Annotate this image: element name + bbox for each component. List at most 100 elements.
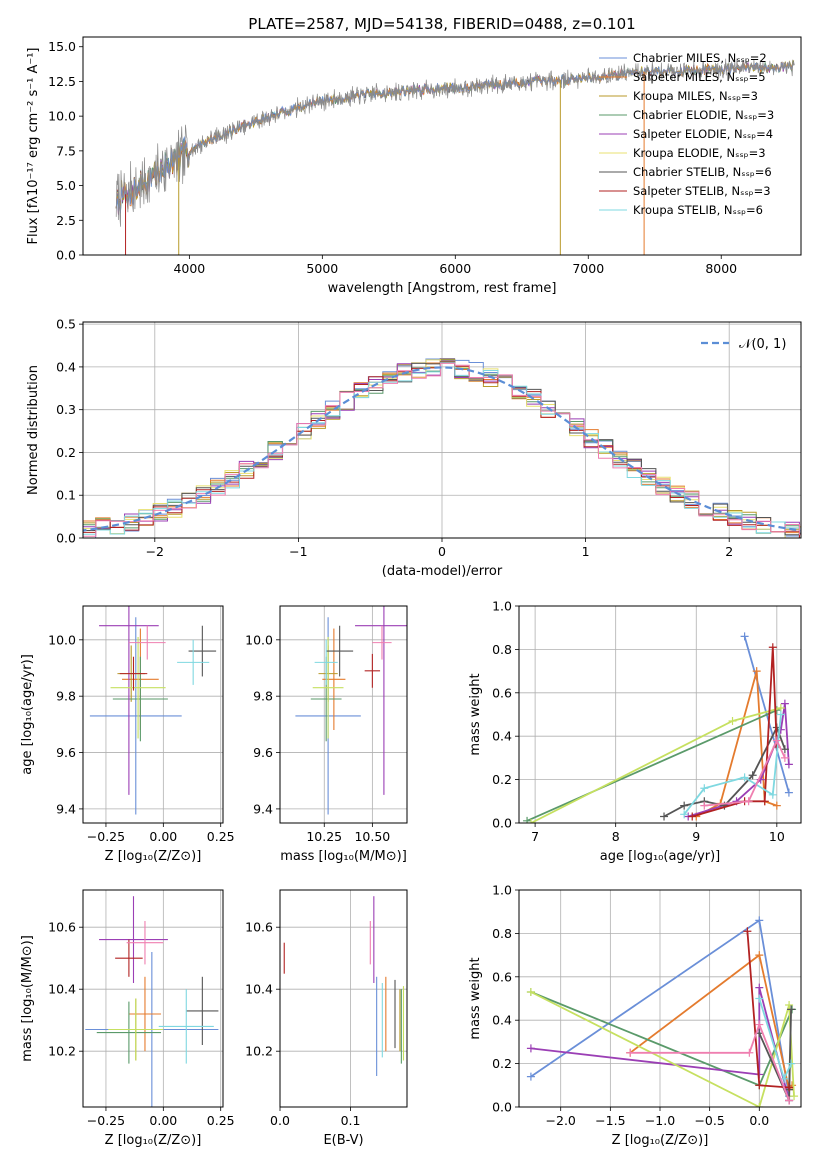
mass-weight-vs-Z-frame bbox=[518, 889, 802, 1108]
spectrum-ytick-label: 7.5 bbox=[56, 143, 76, 158]
mass-weight-vs-Z-series-line bbox=[758, 1009, 792, 1101]
spectrum-ytick-label: 10.0 bbox=[48, 109, 76, 124]
mass-vs-Z-ytick-label: 10.4 bbox=[48, 982, 76, 997]
age-vs-mass-plot-area bbox=[295, 606, 407, 815]
mass-weight-vs-Z-point-marker bbox=[755, 994, 764, 1003]
mass-weight-vs-age-ytick-label: 1.0 bbox=[492, 599, 512, 614]
mass-weight-vs-Z-xtick-label: −1.5 bbox=[595, 1113, 625, 1128]
spectrum-xtick-label: 7000 bbox=[572, 261, 604, 276]
residuals-ytick-label: 0.5 bbox=[56, 317, 76, 332]
mass-weight-vs-age-frame bbox=[518, 605, 802, 824]
residuals-ytick-label: 0.3 bbox=[56, 402, 76, 417]
mass-weight-vs-age-axes: age [log₁₀(age/yr)] mass weight bbox=[468, 605, 801, 864]
mass-vs-EBV-plot-area bbox=[283, 896, 405, 1076]
mass-weight-vs-age-plot-area bbox=[523, 632, 793, 823]
residuals-xtick-label: 1 bbox=[582, 544, 590, 559]
spectrum-legend-label: Kroupa MILES, Nₛₛₚ=3 bbox=[633, 89, 758, 103]
mass-weight-vs-Z-xtick-label: −2.0 bbox=[546, 1113, 576, 1128]
mass-weight-vs-Z-point-marker bbox=[755, 1020, 764, 1029]
mass-weight-vs-Z-point-marker bbox=[526, 1072, 535, 1081]
spectrum-xtick-label: 5000 bbox=[306, 261, 338, 276]
mass-weight-vs-Z-ytick-label: 0.4 bbox=[492, 1013, 512, 1028]
mass-weight-vs-Z-ticks: −2.0 −1.5 −1.0 −0.5 0.0 0.0 0.2 0.4 0.6 0.8 1.0 bbox=[492, 883, 769, 1129]
mass-weight-vs-age-ticks: 7 8 9 10 0.0 0.2 0.4 0.6 0.8 1.0 bbox=[492, 599, 785, 845]
mass-weight-vs-Z-point-marker bbox=[787, 1005, 796, 1014]
mass-weight-vs-Z-point-marker bbox=[785, 1096, 794, 1105]
mass-weight-vs-Z-xtick-label: −0.5 bbox=[694, 1113, 724, 1128]
mass-vs-Z-errorbar bbox=[128, 976, 162, 1052]
mass-weight-vs-age-xtick-label: 7 bbox=[531, 829, 539, 844]
mass-weight-vs-age-point-marker bbox=[760, 797, 769, 806]
spectrum-ytick-label: 0.0 bbox=[56, 248, 76, 263]
age-vs-Z-ytick-label: 10.0 bbox=[48, 632, 76, 647]
spectrum-ytick-label: 5.0 bbox=[56, 178, 76, 193]
age-vs-mass-axes: mass [log₁₀(M/M⊙)] bbox=[280, 606, 407, 864]
spectrum-legend-label: Chabrier MILES, Nₛₛₚ=2 bbox=[633, 51, 767, 65]
mass-weight-vs-Z-point-marker bbox=[755, 1103, 764, 1107]
mass-weight-vs-age-xtick-label: 10 bbox=[769, 829, 785, 844]
mass-vs-Z-xlabel: Z [log₁₀(Z/Z⊙)] bbox=[105, 1133, 202, 1148]
mass-weight-vs-Z-ytick-label: 1.0 bbox=[492, 883, 512, 898]
spectrum-ticks: 4000 5000 6000 7000 8000 0.0 2.5 5.0 7.5 10.0 12.5… bbox=[48, 39, 737, 276]
age-vs-mass-frame bbox=[279, 605, 408, 824]
mass-weight-vs-age-point-marker bbox=[780, 753, 789, 762]
mass-weight-vs-age-point-marker bbox=[752, 667, 761, 676]
residuals-axes: (data-model)/error Normed distribution bbox=[26, 322, 801, 579]
mass-weight-vs-Z-ylabel: mass weight bbox=[468, 957, 483, 1039]
age-vs-mass-errorbar bbox=[314, 639, 338, 685]
mass-weight-vs-Z-point-marker bbox=[790, 1092, 799, 1101]
mass-vs-EBV-xtick-label: 0.0 bbox=[270, 1113, 290, 1128]
mass-weight-vs-age-point-marker bbox=[784, 760, 793, 769]
age-vs-mass-errorbar bbox=[312, 637, 344, 739]
spectrum-legend-label: Salpeter ELODIE, Nₛₛₚ=4 bbox=[633, 127, 773, 141]
mass-vs-Z-errorbar bbox=[186, 976, 219, 1045]
mass-weight-vs-age-point-marker bbox=[768, 790, 777, 799]
spectrum-legend-label: Chabrier STELIB, Nₛₛₚ=6 bbox=[633, 165, 772, 179]
mass-weight-vs-Z-series-line bbox=[630, 1021, 790, 1101]
age-vs-Z-xlabel: Z [log₁₀(Z/Z⊙)] bbox=[105, 849, 202, 864]
mass-weight-vs-age-point-marker bbox=[748, 771, 757, 780]
residuals-histogram-step bbox=[83, 359, 801, 534]
mass-weight-vs-Z-point-marker bbox=[626, 1048, 635, 1057]
mass-vs-Z-plot-area bbox=[85, 896, 219, 1107]
mass-weight-vs-age-point-marker bbox=[768, 643, 777, 652]
mass-weight-vs-age-xtick-label: 8 bbox=[612, 829, 620, 844]
mass-vs-Z-xtick-label: 0.00 bbox=[149, 1113, 177, 1128]
mass-vs-Z-xtick-label: 0.25 bbox=[207, 1113, 235, 1128]
age-vs-mass-errorbar bbox=[326, 625, 354, 677]
mass-weight-vs-Z-series-line bbox=[530, 991, 795, 1107]
mass-weight-vs-Z-point-marker bbox=[787, 1059, 796, 1068]
mass-vs-Z-ytick-label: 10.2 bbox=[48, 1044, 76, 1059]
age-vs-Z-xtick-label: 0.25 bbox=[207, 829, 235, 844]
mass-weight-vs-age-point-marker bbox=[740, 773, 749, 782]
age-vs-Z-ytick-label: 9.4 bbox=[56, 801, 76, 816]
spectrum-frame bbox=[82, 36, 802, 256]
mass-weight-vs-age-ytick-label: 0.2 bbox=[492, 772, 512, 787]
age-vs-Z-errorbar bbox=[128, 625, 166, 660]
age-vs-Z-errorbar bbox=[110, 637, 166, 739]
age-vs-Z-xtick-label: −0.25 bbox=[87, 829, 125, 844]
age-vs-Z-axes: Z [log₁₀(Z/Z⊙)] age [log₁₀(age/yr)] bbox=[20, 606, 223, 864]
spectrum-xlabel: wavelength [Angstrom, rest frame] bbox=[328, 281, 557, 296]
spectrum-legend-label: Kroupa ELODIE, Nₛₛₚ=3 bbox=[633, 146, 766, 160]
mass-vs-Z-ytick-label: 10.6 bbox=[48, 920, 76, 935]
mass-weight-vs-age-ylabel: mass weight bbox=[468, 673, 483, 755]
residuals-ticks: −2 −1 0 1 2 0.0 0.1 0.2 0.3 0.4 0.5 bbox=[56, 317, 733, 559]
mass-weight-vs-age-series-line bbox=[687, 703, 790, 818]
mass-weight-vs-Z-ytick-label: 0.2 bbox=[492, 1056, 512, 1071]
age-vs-Z-errorbar bbox=[112, 656, 168, 742]
age-vs-mass-ytick-label: 9.6 bbox=[253, 745, 273, 760]
mass-weight-vs-Z-ytick-label: 0.6 bbox=[492, 969, 512, 984]
age-vs-mass-ytick-label: 10.0 bbox=[245, 632, 273, 647]
spectrum-ylabel: Flux [fλ10⁻¹⁷ erg cm⁻² s⁻¹ A⁻¹] bbox=[26, 48, 41, 245]
residuals-xtick-label: 0 bbox=[438, 544, 446, 559]
spectrum-xtick-label: 8000 bbox=[705, 261, 737, 276]
mass-weight-vs-age-xtick-label: 9 bbox=[692, 829, 700, 844]
mass-weight-vs-Z-ytick-label: 0.0 bbox=[492, 1100, 512, 1115]
age-vs-mass-xlabel: mass [log₁₀(M/M⊙)] bbox=[280, 849, 407, 864]
age-vs-mass-ytick-label: 9.4 bbox=[253, 801, 273, 816]
mass-weight-vs-Z-point-marker bbox=[755, 916, 764, 925]
residuals-xlabel: (data-model)/error bbox=[382, 564, 503, 579]
residuals-ytick-label: 0.2 bbox=[56, 445, 76, 460]
spectrum-ytick-label: 2.5 bbox=[56, 213, 76, 228]
